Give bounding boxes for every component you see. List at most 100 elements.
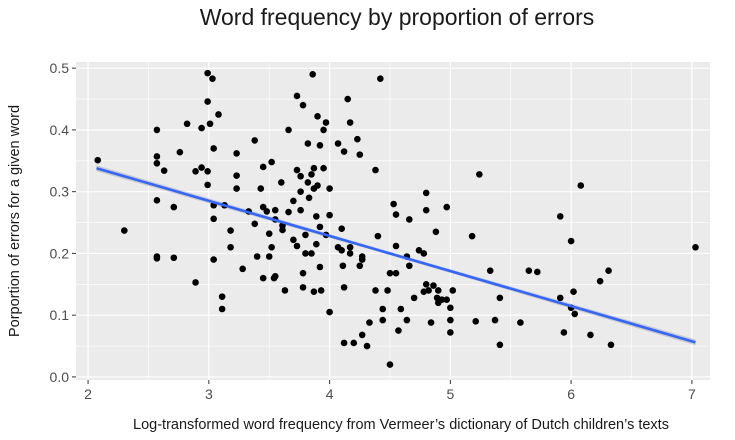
data-point xyxy=(302,231,309,239)
data-point xyxy=(560,329,568,336)
data-point xyxy=(596,277,604,285)
data-point xyxy=(206,120,214,128)
x-tick-label: 6 xyxy=(567,386,575,402)
data-point xyxy=(346,250,354,257)
x-tick-label: 7 xyxy=(688,386,696,402)
data-point xyxy=(227,243,234,251)
data-point xyxy=(534,268,541,276)
data-point xyxy=(390,200,397,208)
data-point xyxy=(392,211,400,218)
data-point xyxy=(320,164,327,172)
data-point xyxy=(310,288,318,296)
data-point xyxy=(305,194,313,202)
data-point xyxy=(198,164,205,171)
data-point xyxy=(279,226,286,234)
data-point xyxy=(297,172,304,180)
data-point xyxy=(302,250,309,257)
data-point xyxy=(277,179,285,186)
data-point xyxy=(316,223,324,231)
data-point xyxy=(316,263,324,271)
data-point xyxy=(406,216,413,223)
data-point xyxy=(403,316,411,324)
data-point xyxy=(517,319,524,326)
data-point xyxy=(386,269,394,277)
data-point xyxy=(379,316,387,324)
data-point xyxy=(304,179,312,186)
data-point xyxy=(170,203,178,211)
data-point xyxy=(316,142,324,149)
data-point xyxy=(322,119,330,126)
data-point xyxy=(192,279,199,286)
data-point xyxy=(340,148,348,155)
data-point xyxy=(392,269,400,277)
data-point xyxy=(265,230,273,237)
y-tick-label: 0.0 xyxy=(50,369,70,385)
trend-line xyxy=(96,166,696,344)
data-point xyxy=(153,159,161,167)
data-point xyxy=(204,181,211,189)
data-point xyxy=(233,150,240,157)
data-point xyxy=(567,237,575,245)
data-point xyxy=(176,148,184,156)
x-axis-label: Log-transformed word frequency from Verm… xyxy=(133,417,669,433)
data-point xyxy=(605,267,612,275)
data-point xyxy=(496,341,504,349)
data-point xyxy=(326,211,333,219)
data-point xyxy=(210,145,217,152)
data-point xyxy=(346,243,354,251)
data-point xyxy=(281,287,289,294)
y-axis-label: Porportion of errors for a given word xyxy=(7,105,23,337)
data-point xyxy=(204,98,211,105)
data-point xyxy=(406,262,413,270)
data-point xyxy=(447,316,454,324)
y-tick-labels: 0.0 0.1 0.2 0.3 0.4 0.5 xyxy=(50,60,70,385)
data-point xyxy=(265,253,273,260)
data-point xyxy=(587,331,594,339)
data-point xyxy=(209,75,216,82)
data-point xyxy=(320,126,327,134)
data-point xyxy=(363,342,371,350)
data-point xyxy=(356,262,364,270)
data-point xyxy=(313,213,320,220)
data-point xyxy=(372,287,379,294)
data-point xyxy=(525,267,533,275)
data-point xyxy=(430,282,437,289)
data-point xyxy=(314,113,321,120)
data-point xyxy=(358,331,366,339)
data-point xyxy=(354,135,361,143)
data-point xyxy=(447,329,454,336)
trend-line-group xyxy=(96,166,696,344)
data-point xyxy=(293,242,301,250)
data-point xyxy=(198,124,205,132)
data-point xyxy=(420,250,428,257)
data-point xyxy=(340,339,348,347)
data-point xyxy=(183,120,191,128)
data-point xyxy=(259,203,267,211)
data-point xyxy=(304,140,312,147)
x-tick-label: 4 xyxy=(326,386,334,402)
data-point xyxy=(577,182,585,189)
data-point xyxy=(313,240,320,248)
data-point xyxy=(486,267,494,275)
data-point xyxy=(233,172,240,179)
data-point xyxy=(556,213,564,220)
data-point xyxy=(432,228,440,236)
data-point xyxy=(427,319,435,326)
data-point xyxy=(338,225,345,233)
data-point xyxy=(607,341,615,349)
data-point xyxy=(263,208,271,215)
data-point xyxy=(338,247,345,254)
data-point xyxy=(425,287,432,294)
data-point xyxy=(443,296,451,304)
data-point xyxy=(395,327,402,334)
minor-grid xyxy=(76,62,710,380)
data-point xyxy=(308,171,315,178)
data-point xyxy=(496,294,504,302)
data-point xyxy=(285,208,292,216)
data-point xyxy=(397,305,405,313)
data-point xyxy=(392,242,400,250)
data-point xyxy=(468,232,476,240)
data-point xyxy=(447,304,454,312)
data-point xyxy=(293,92,301,100)
